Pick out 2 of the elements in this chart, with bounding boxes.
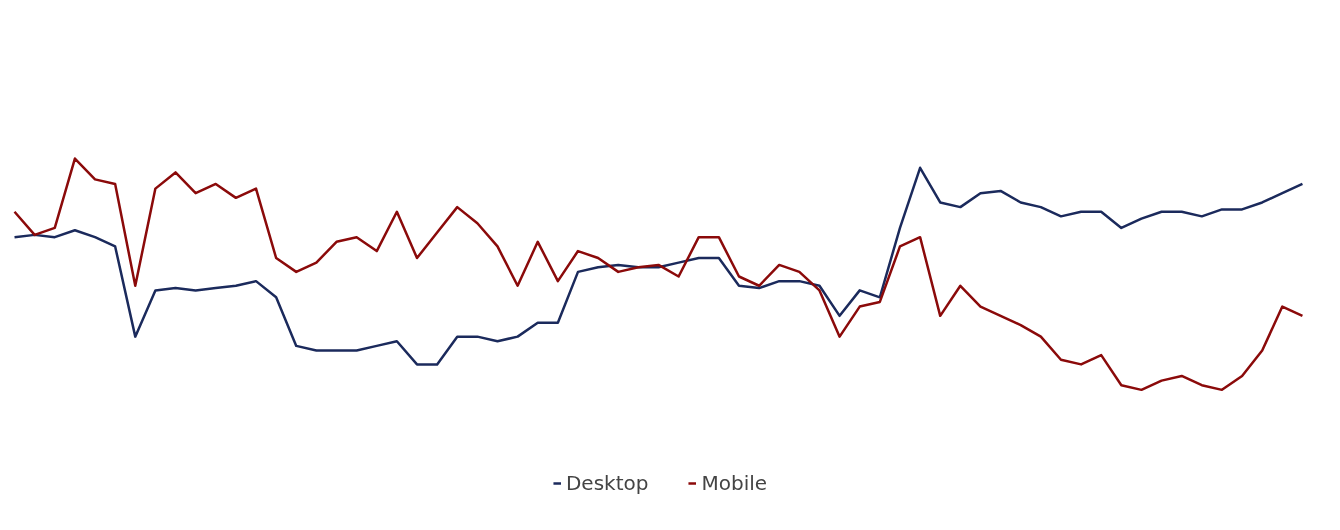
legend-label: Desktop	[565, 471, 649, 495]
legend-label: Mobile	[701, 471, 768, 495]
